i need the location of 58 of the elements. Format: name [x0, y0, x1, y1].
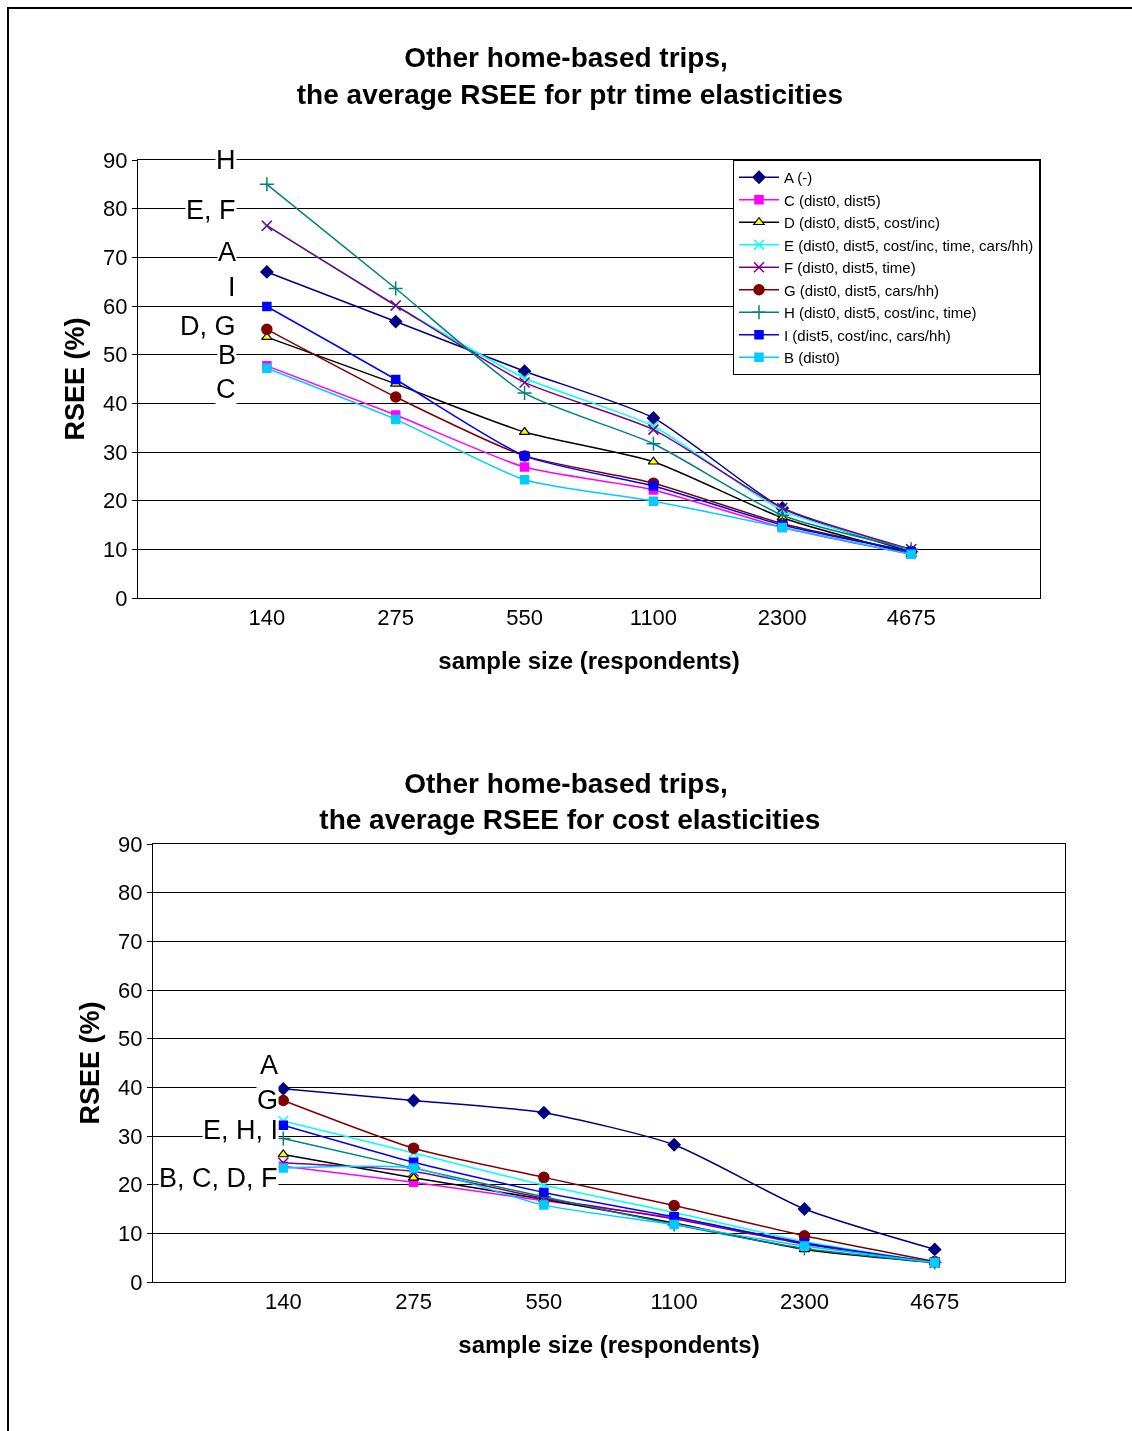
legend-label: A (-) [784, 169, 813, 187]
annotation: H [216, 145, 236, 175]
chart-title: Other home-based trips, the average RSEE for ptr time elasticities [289, 42, 843, 110]
x-tick-label: 275 [377, 605, 415, 631]
x-axis-title: sample size (respondents) [458, 1330, 760, 1358]
annotation: A [260, 1050, 279, 1080]
x-tick-label: 140 [248, 605, 286, 631]
legend-label: F (dist0, dist5, time) [784, 259, 916, 277]
y-tick-label: 80 [103, 196, 128, 222]
annotation: I [228, 272, 236, 302]
y-tick-label: 70 [118, 929, 143, 955]
y-tick-label: 40 [118, 1075, 143, 1101]
y-tick-label: 60 [103, 293, 128, 319]
annotation: B, C, D, F [159, 1163, 278, 1193]
y-tick-label: 90 [103, 147, 128, 173]
x-tick-label: 4675 [886, 605, 936, 631]
annotation: E, F [186, 195, 236, 225]
x-tick-label: 140 [264, 1289, 302, 1315]
y-tick-label: 40 [103, 391, 128, 417]
y-tick-label: 0 [130, 1269, 143, 1295]
x-tick-label: 1100 [650, 1289, 698, 1315]
y-tick-label: 20 [118, 1172, 143, 1198]
annotation: B [218, 340, 237, 370]
legend-label: B (dist0) [784, 349, 840, 367]
chart-title: Other home-based trips, the average RSEE for cost elasticities [311, 767, 821, 836]
annotation: D, G [180, 311, 236, 341]
y-tick-label: 70 [103, 245, 128, 271]
y-axis-title: RSEE (%) [60, 317, 91, 441]
y-tick-label: 20 [103, 488, 128, 514]
x-tick-label: 2300 [779, 1289, 829, 1315]
x-tick-label: 2300 [757, 605, 807, 631]
y-tick-label: 50 [118, 1026, 143, 1052]
x-tick-label: 4675 [910, 1289, 960, 1315]
legend-label: G (dist0, dist5, cars/hh) [784, 281, 940, 299]
y-axis-title: RSEE (%) [75, 1001, 106, 1125]
y-tick-label: 30 [103, 439, 128, 465]
y-tick-label: 10 [103, 537, 128, 563]
y-tick-label: 0 [115, 585, 128, 611]
annotation: C [216, 374, 236, 404]
legend-label: D (dist0, dist5, cost/inc) [784, 214, 940, 232]
legend-label: I (dist5, cost/inc, cars/hh) [784, 326, 951, 344]
x-tick-label: 1100 [629, 605, 678, 631]
annotation: A [218, 237, 237, 267]
y-tick-label: 50 [103, 342, 128, 368]
legend-label: C (dist0, dist5) [784, 191, 881, 209]
y-tick-label: 60 [118, 977, 143, 1003]
x-tick-label: 550 [525, 1289, 563, 1315]
y-tick-label: 10 [118, 1221, 143, 1247]
annotation: G [257, 1085, 279, 1115]
y-tick-label: 90 [118, 831, 143, 857]
y-tick-label: 80 [118, 880, 143, 906]
x-tick-label: 275 [395, 1289, 432, 1315]
annotation: E, H, I [203, 1115, 279, 1145]
legend-label: E (dist0, dist5, cost/inc, time, cars/hh) [784, 236, 1034, 254]
legend-label: H (dist0, dist5, cost/inc, time) [784, 304, 977, 322]
y-tick-label: 30 [118, 1123, 143, 1149]
x-tick-label: 550 [506, 605, 543, 631]
x-axis-title: sample size (respondents) [438, 646, 740, 674]
